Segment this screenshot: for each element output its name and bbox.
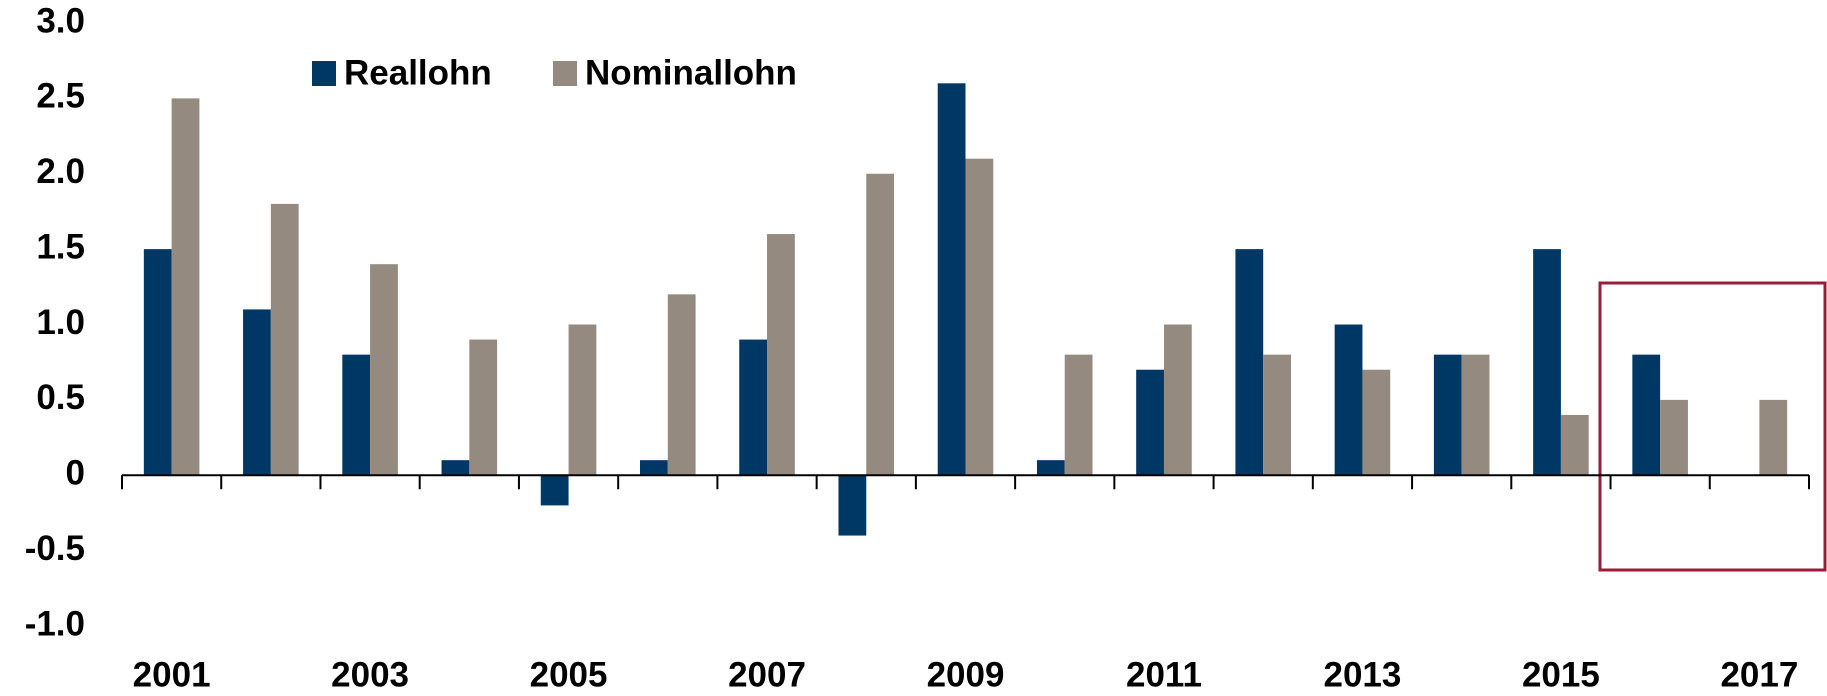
y-tick-label: 2.0 (36, 152, 85, 191)
legend-swatch (553, 61, 577, 86)
bar (370, 264, 398, 476)
bar (1163, 324, 1192, 476)
x-tick-label: 2015 (1522, 655, 1600, 694)
bar (1660, 399, 1688, 476)
bar (342, 354, 371, 476)
bar (540, 475, 569, 506)
bar (1461, 354, 1490, 476)
bar (1632, 354, 1661, 476)
bar (739, 339, 768, 476)
bar (243, 309, 271, 476)
bar (767, 234, 795, 476)
legend-swatch (312, 61, 336, 86)
bar (1533, 249, 1561, 476)
x-tick-label: 2007 (728, 655, 806, 694)
x-tick-label: 2011 (1126, 655, 1202, 694)
x-tick-label: 2017 (1720, 655, 1798, 694)
bar (171, 98, 200, 476)
x-tick-label: 2005 (530, 655, 608, 694)
bar (441, 460, 470, 476)
x-tick-label: 2003 (331, 655, 409, 694)
bar (838, 475, 867, 536)
y-tick-label: 3.0 (36, 1, 85, 40)
bar (1136, 369, 1164, 476)
bar (1362, 369, 1391, 476)
bar (640, 460, 668, 476)
legend-label: Nominallohn (585, 53, 797, 92)
bar (1064, 354, 1093, 476)
y-tick-label: 1.0 (36, 303, 85, 342)
highlight-box (1598, 281, 1827, 572)
y-tick-label: -0.5 (25, 529, 85, 568)
legend-label: Reallohn (344, 53, 492, 92)
y-tick-label: 1.5 (36, 227, 85, 266)
bar (1036, 460, 1065, 476)
x-tick-label: 2013 (1324, 655, 1402, 694)
y-tick-label: -1.0 (25, 604, 85, 643)
x-tick-label: 2009 (927, 655, 1005, 694)
bar (667, 294, 696, 476)
x-tick-label: 2001 (133, 655, 211, 694)
bar (1235, 249, 1264, 476)
y-tick-label: 2.5 (36, 77, 85, 116)
bar (270, 203, 299, 476)
y-tick-label: 0.5 (36, 378, 85, 417)
bar (965, 158, 994, 476)
bar (1263, 354, 1291, 476)
bar (1433, 354, 1462, 476)
bar (1759, 399, 1788, 476)
bar (1560, 414, 1589, 476)
bar (143, 249, 172, 476)
bar (866, 173, 895, 476)
bar (568, 324, 597, 476)
bar (1334, 324, 1363, 476)
bar (469, 339, 498, 476)
bar (937, 83, 966, 476)
y-tick-label: 0 (66, 454, 85, 493)
